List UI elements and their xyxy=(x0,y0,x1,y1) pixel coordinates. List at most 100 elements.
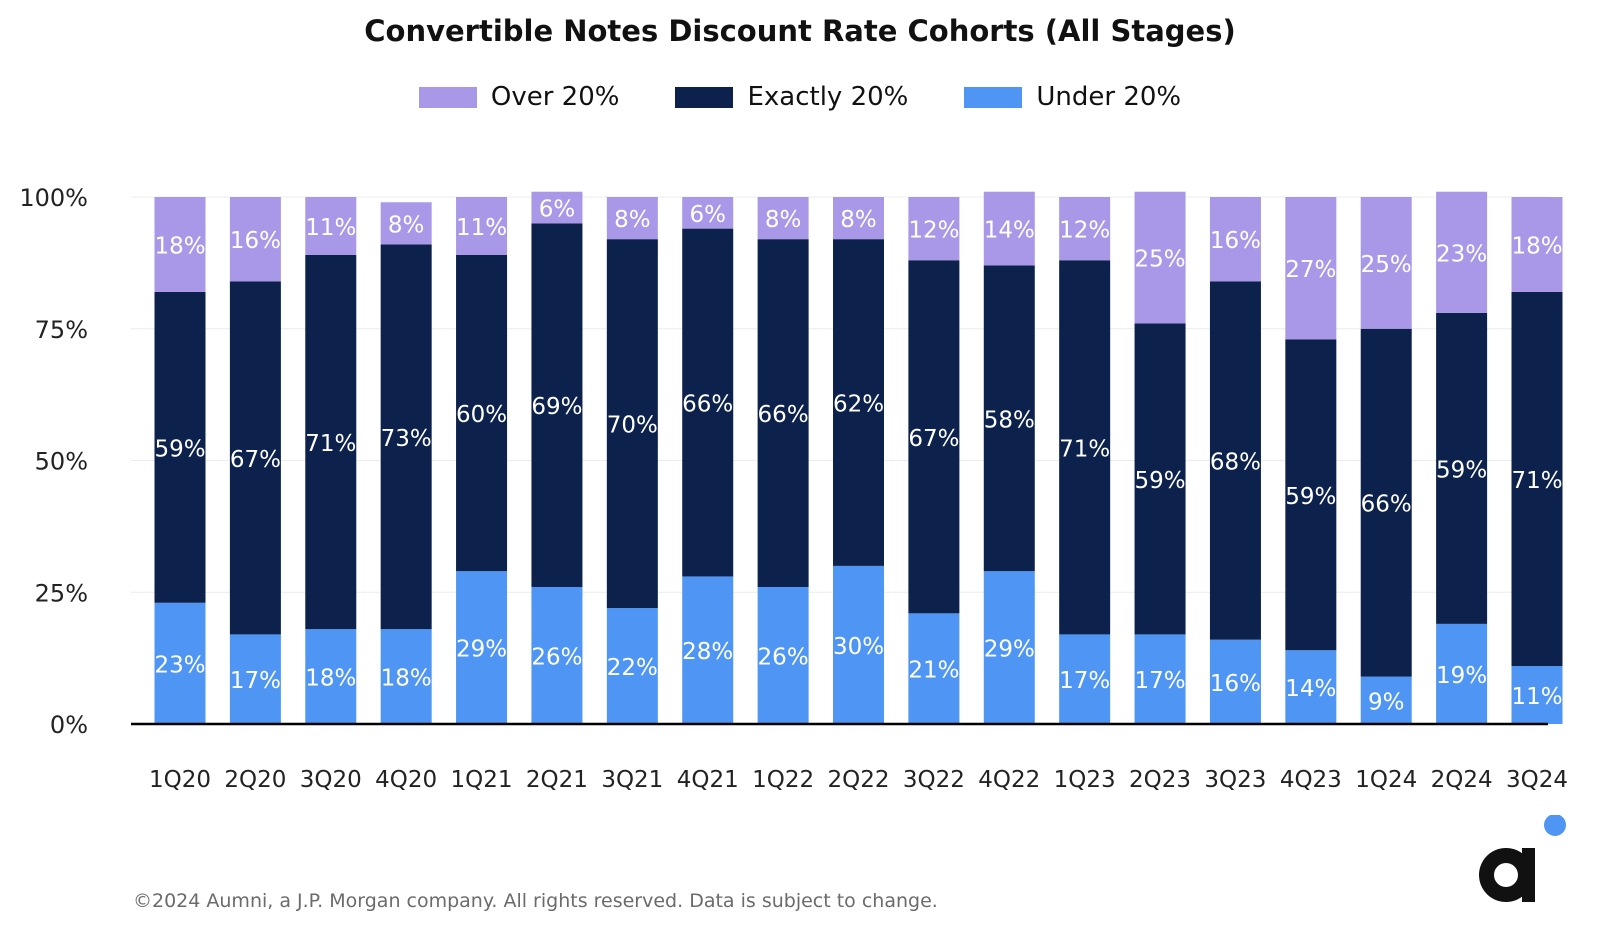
bar-segment xyxy=(1511,197,1563,292)
y-tick-label: 75% xyxy=(35,316,88,344)
x-tick-label: 3Q22 xyxy=(903,767,965,793)
x-tick-label: 2Q21 xyxy=(526,767,588,793)
x-tick-label: 2Q24 xyxy=(1431,767,1493,793)
y-tick-label: 0% xyxy=(50,711,88,739)
data-label: 16% xyxy=(230,228,281,254)
data-label: 16% xyxy=(1210,671,1261,697)
legend-swatch-under-20 xyxy=(964,86,1023,108)
data-label: 18% xyxy=(1511,233,1562,259)
x-tick-label: 4Q23 xyxy=(1280,767,1342,793)
bar-segment xyxy=(757,197,809,240)
x-tick-label: 1Q24 xyxy=(1355,767,1417,793)
bar-segment xyxy=(682,228,734,577)
bar-segment xyxy=(1436,191,1488,313)
bar-segment xyxy=(1511,291,1563,667)
bar-segment xyxy=(1285,197,1337,340)
bar-segment xyxy=(154,197,206,292)
bar-segment xyxy=(1436,312,1488,624)
x-tick-label: 3Q21 xyxy=(601,767,663,793)
data-label: 69% xyxy=(531,394,582,420)
data-label: 17% xyxy=(1134,668,1185,694)
bar-segment xyxy=(908,260,960,614)
bar-segment xyxy=(305,254,357,630)
data-label: 17% xyxy=(230,668,281,694)
bar-segment xyxy=(1209,197,1261,282)
data-label: 8% xyxy=(388,212,425,238)
bar-segment xyxy=(1134,634,1186,724)
data-label: 17% xyxy=(1059,668,1110,694)
data-label: 19% xyxy=(1436,663,1487,689)
bar-segment xyxy=(380,244,432,630)
bar-segment xyxy=(1209,639,1261,724)
legend-item-under-20: Under 20% xyxy=(964,82,1181,112)
bar-segment xyxy=(154,291,206,603)
legend-label-under-20: Under 20% xyxy=(1036,82,1182,112)
data-label: 8% xyxy=(614,207,651,233)
bar-segment xyxy=(833,239,884,566)
bar-segment xyxy=(1285,650,1337,724)
data-label: 11% xyxy=(1511,684,1562,710)
data-label: 23% xyxy=(154,652,205,678)
x-tick-label: 3Q20 xyxy=(300,767,362,793)
bar-segment xyxy=(682,576,734,724)
data-label: 28% xyxy=(682,639,733,665)
bar-segment xyxy=(456,571,508,724)
bar-segment xyxy=(1511,666,1563,724)
data-label: 25% xyxy=(1134,247,1185,273)
data-label: 62% xyxy=(833,392,884,418)
chart-title: Convertible Notes Discount Rate Cohorts … xyxy=(364,14,1236,48)
bar-segment xyxy=(380,629,432,724)
data-label: 14% xyxy=(1285,676,1336,702)
data-label: 68% xyxy=(1210,450,1261,476)
legend-label-exactly-20: Exactly 20% xyxy=(747,82,909,112)
data-label: 11% xyxy=(305,215,356,241)
bar-segment xyxy=(757,239,809,587)
bar-segment xyxy=(531,586,583,724)
bar-segment xyxy=(154,602,206,724)
data-label: 71% xyxy=(1059,436,1110,462)
bar-segment xyxy=(833,565,884,724)
data-label: 25% xyxy=(1361,252,1412,278)
bar-segment xyxy=(606,239,658,609)
data-label: 67% xyxy=(230,447,281,473)
data-label: 8% xyxy=(765,207,802,233)
bar-segment xyxy=(1360,197,1412,329)
x-tick-label: 4Q22 xyxy=(978,767,1040,793)
bar-segment xyxy=(229,634,281,724)
data-label: 21% xyxy=(908,658,959,684)
bar-segment xyxy=(380,202,432,245)
y-tick-label: 100% xyxy=(19,184,88,212)
data-label: 18% xyxy=(381,666,432,692)
data-label: 27% xyxy=(1285,257,1336,283)
data-label: 67% xyxy=(908,426,959,452)
data-label: 11% xyxy=(456,215,507,241)
data-label: 59% xyxy=(154,436,205,462)
data-label: 23% xyxy=(1436,241,1487,267)
data-label: 70% xyxy=(607,413,658,439)
bar-segment xyxy=(531,223,583,587)
data-label: 30% xyxy=(833,634,884,660)
bar-segment xyxy=(1360,676,1412,724)
data-label: 58% xyxy=(984,407,1035,433)
x-tick-label: 2Q20 xyxy=(224,767,286,793)
data-label: 6% xyxy=(539,197,576,223)
bar-segment xyxy=(1134,191,1186,324)
bar-segment xyxy=(1209,281,1261,640)
data-label: 66% xyxy=(758,402,809,428)
data-label: 8% xyxy=(840,207,877,233)
bar-segment xyxy=(229,197,281,282)
data-label: 22% xyxy=(607,655,658,681)
data-label: 29% xyxy=(456,637,507,663)
data-label: 18% xyxy=(305,666,356,692)
data-label: 18% xyxy=(154,233,205,259)
x-tick-label: 1Q23 xyxy=(1054,767,1116,793)
legend-swatch-exactly-20 xyxy=(675,86,734,108)
x-tick-label: 2Q23 xyxy=(1129,767,1191,793)
x-tick-label: 1Q22 xyxy=(752,767,814,793)
bar-segment xyxy=(757,586,809,724)
data-label: 9% xyxy=(1368,689,1405,715)
bar-segment xyxy=(682,197,734,229)
bar-segment xyxy=(1285,339,1337,651)
bar-segment xyxy=(1436,623,1488,724)
bar-segment xyxy=(1360,328,1412,677)
